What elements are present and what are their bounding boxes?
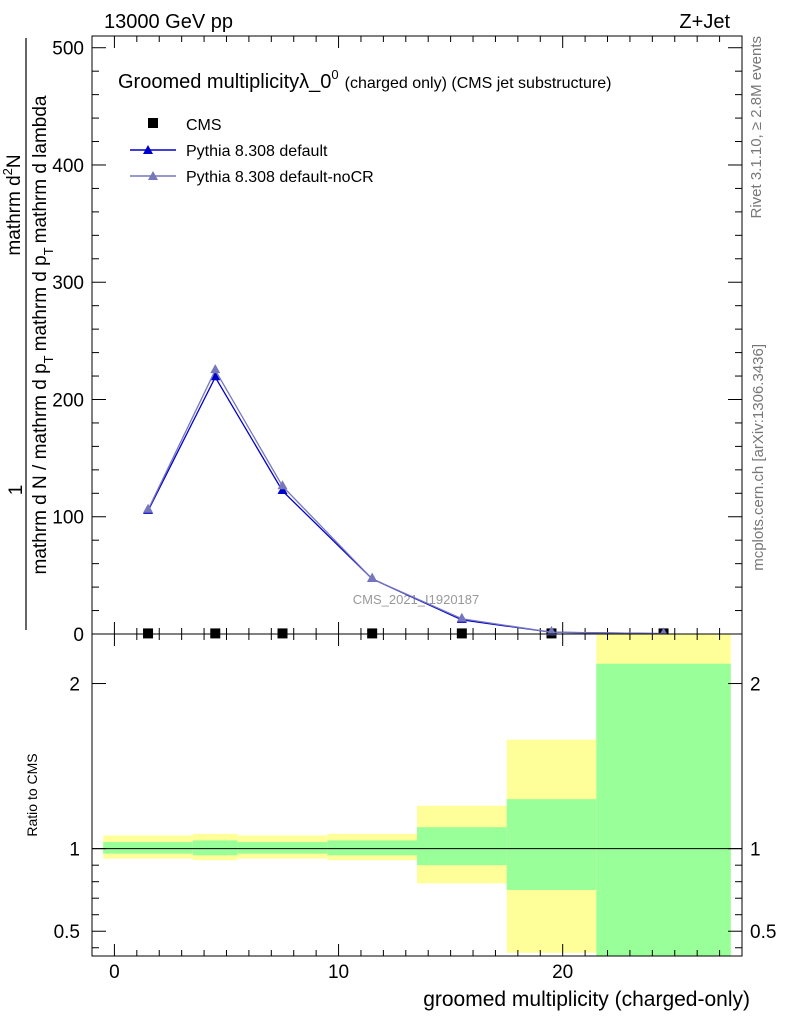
- ratio-y-tick-label: 1: [750, 840, 761, 861]
- y-tick-label: 200: [52, 390, 84, 411]
- marker-nocr: [210, 364, 221, 374]
- ylabel-prefix: 1: [6, 485, 27, 496]
- data-point-cms: [367, 628, 378, 639]
- ylabel-denominator: mathrm d N / mathrm d pTmathrm d pTmathr…: [30, 95, 56, 574]
- legend-label-default: Pythia 8.308 default: [186, 143, 328, 160]
- data-point-cms: [210, 628, 221, 639]
- ratio-band-inner: [327, 840, 417, 856]
- legend-label-nocr: Pythia 8.308 default-noCR: [186, 169, 374, 186]
- ratio-y-tick-label: 2: [750, 675, 761, 696]
- y-tick-label: 300: [52, 273, 84, 294]
- plot-title: Groomed multiplicityλ_00(charged only) (…: [118, 67, 611, 93]
- mcplots-label: mcplots.cern.ch [arXiv:1306.3436]: [750, 344, 767, 571]
- ratio-y-tick-label: 0.5: [750, 922, 776, 943]
- ratio-y-tick-label: 1: [69, 840, 80, 861]
- marker-nocr: [143, 503, 154, 513]
- ratio-ylabel: Ratio to CMS: [24, 753, 40, 836]
- y-tick-label: 0: [73, 625, 84, 646]
- ratio-band-inner: [237, 842, 328, 854]
- main-panel: 0 100 200 300 400 500 Groomed multiplicityλ_0…: [52, 35, 743, 646]
- x-axis-label: groomed multiplicity (charged-only): [423, 988, 750, 1011]
- x-tick-label: 20: [552, 962, 573, 983]
- ratio-frame: [91, 633, 743, 957]
- x-tick-label: 0: [109, 962, 120, 983]
- marker-default: [210, 371, 221, 381]
- ratio-bands: [103, 634, 731, 956]
- ratio-panel: 0 10 20 0.5 0.5 1 1 2 2 Ratio to CMS: [24, 633, 776, 983]
- ratio-band-inner: [103, 842, 193, 854]
- data-point-cms: [143, 628, 154, 639]
- header-left: 13000 GeV pp: [104, 11, 233, 33]
- header-right: Z+Jet: [679, 11, 730, 33]
- data-point-cms: [456, 628, 467, 639]
- main-ylabel: 1 mathrm d2N mathrm d N / mathrm d pTmat…: [0, 38, 56, 630]
- marker-nocr: [277, 480, 288, 490]
- rivet-label: Rivet 3.1.10, ≥ 2.8M events: [748, 36, 765, 219]
- legend-label-cms: CMS: [186, 117, 222, 134]
- x-tick-label: 10: [328, 962, 349, 983]
- ratio-axis-ticks: 0 10 20 0.5 0.5 1 1 2 2: [54, 634, 776, 983]
- main-axis-ticks: 0 100 200 300 400 500: [52, 36, 743, 646]
- ratio-band-inner: [192, 840, 238, 856]
- ratio-band-inner: [596, 663, 731, 956]
- ratio-y-tick-label: 2: [69, 675, 80, 696]
- line-nocr: [147, 368, 664, 635]
- marker-nocr: [546, 626, 557, 636]
- legend: CMS Pythia 8.308 default Pythia 8.308 de…: [130, 117, 374, 186]
- legend-marker-nocr: [148, 171, 158, 180]
- y-tick-label: 400: [52, 156, 84, 177]
- y-tick-label: 100: [52, 508, 84, 529]
- ratio-band-inner: [506, 799, 597, 890]
- marker-default: [277, 484, 288, 494]
- marker-nocr: [367, 572, 378, 582]
- legend-marker-default: [143, 145, 153, 154]
- ratio-band-inner: [417, 827, 507, 866]
- marker-nocr: [456, 612, 467, 622]
- ylabel-numerator: mathrm d2N: [0, 154, 25, 255]
- legend-marker-cms: [148, 118, 158, 128]
- ratio-y-tick-label: 0.5: [54, 922, 80, 943]
- y-tick-label: 500: [52, 39, 84, 60]
- data-point-cms: [277, 628, 288, 639]
